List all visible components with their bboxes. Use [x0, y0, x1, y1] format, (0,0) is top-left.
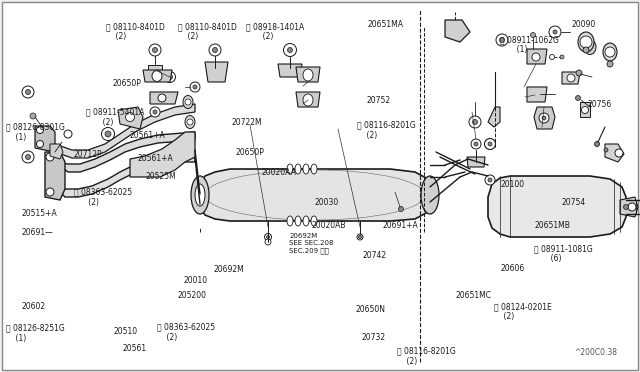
Circle shape	[576, 70, 582, 76]
Text: ^200C0.38: ^200C0.38	[575, 348, 618, 357]
Bar	[148, 65, 162, 77]
Circle shape	[582, 106, 589, 113]
Circle shape	[607, 61, 613, 67]
Text: 205200: 205200	[178, 291, 207, 300]
Text: 20650N: 20650N	[355, 305, 385, 314]
Polygon shape	[130, 132, 195, 177]
Ellipse shape	[152, 71, 162, 81]
Text: 20756: 20756	[588, 100, 612, 109]
Ellipse shape	[183, 96, 193, 109]
Circle shape	[26, 154, 31, 160]
Text: Ⓑ 08116-8201G
    (2): Ⓑ 08116-8201G (2)	[357, 121, 416, 140]
Circle shape	[46, 153, 54, 161]
Text: Ⓑ 08126-8251G
    (1): Ⓑ 08126-8251G (1)	[6, 323, 65, 343]
Circle shape	[36, 126, 44, 134]
Circle shape	[187, 119, 193, 125]
Text: 20692M: 20692M	[213, 265, 244, 274]
Circle shape	[567, 74, 575, 82]
Circle shape	[102, 128, 115, 141]
Text: 20100: 20100	[500, 180, 525, 189]
Circle shape	[488, 178, 492, 182]
Polygon shape	[200, 169, 430, 221]
Circle shape	[36, 141, 44, 148]
Circle shape	[474, 142, 478, 146]
Circle shape	[287, 48, 292, 52]
Text: Ⓝ 08918-1401A
       (2): Ⓝ 08918-1401A (2)	[246, 22, 305, 41]
Text: 20525M: 20525M	[146, 172, 177, 181]
Ellipse shape	[303, 216, 309, 226]
Circle shape	[469, 116, 481, 128]
Polygon shape	[50, 144, 63, 159]
Circle shape	[472, 119, 477, 125]
Circle shape	[158, 94, 166, 102]
Circle shape	[209, 44, 221, 56]
Ellipse shape	[287, 164, 293, 174]
Circle shape	[595, 141, 600, 147]
Polygon shape	[150, 92, 178, 104]
Circle shape	[623, 205, 628, 209]
Text: Ⓝ 08911-1062G
       (1): Ⓝ 08911-1062G (1)	[500, 35, 559, 54]
Ellipse shape	[584, 39, 596, 55]
Circle shape	[265, 239, 271, 245]
Circle shape	[150, 107, 160, 117]
Circle shape	[185, 99, 191, 105]
Text: Ⓑ 08116-8201G
    (2): Ⓑ 08116-8201G (2)	[397, 347, 456, 366]
Text: 20732: 20732	[362, 333, 386, 342]
Polygon shape	[534, 107, 555, 129]
Ellipse shape	[311, 216, 317, 226]
Circle shape	[583, 47, 589, 53]
Circle shape	[266, 235, 269, 238]
Text: 20030: 20030	[315, 198, 339, 207]
Polygon shape	[55, 154, 195, 197]
Circle shape	[531, 32, 536, 38]
Polygon shape	[296, 92, 320, 107]
Ellipse shape	[295, 216, 301, 226]
Circle shape	[284, 44, 296, 57]
Circle shape	[549, 26, 561, 38]
Polygon shape	[445, 20, 470, 42]
Circle shape	[575, 96, 580, 100]
Polygon shape	[45, 152, 65, 200]
Text: 20742: 20742	[363, 251, 387, 260]
Text: Ⓑ 08363-62025
    (2): Ⓑ 08363-62025 (2)	[157, 322, 215, 341]
Text: 20561: 20561	[123, 344, 147, 353]
Text: 20650P: 20650P	[112, 79, 141, 88]
Text: 20712P: 20712P	[74, 150, 102, 159]
Polygon shape	[205, 62, 228, 82]
Circle shape	[471, 139, 481, 149]
Ellipse shape	[303, 94, 313, 106]
Text: 20650P: 20650P	[236, 148, 264, 157]
Circle shape	[193, 85, 197, 89]
Ellipse shape	[185, 115, 195, 128]
Text: 20691+A: 20691+A	[383, 221, 419, 230]
Text: 20510: 20510	[114, 327, 138, 336]
Circle shape	[628, 203, 636, 211]
Circle shape	[358, 235, 362, 238]
Ellipse shape	[191, 176, 209, 214]
Polygon shape	[278, 64, 302, 77]
Ellipse shape	[303, 69, 313, 81]
Circle shape	[553, 30, 557, 34]
Polygon shape	[620, 197, 638, 217]
Circle shape	[485, 175, 495, 185]
Polygon shape	[296, 67, 320, 82]
Circle shape	[22, 151, 34, 163]
Circle shape	[22, 86, 34, 98]
Ellipse shape	[421, 176, 439, 214]
Circle shape	[615, 149, 623, 157]
Polygon shape	[35, 126, 55, 151]
Text: 20020AA: 20020AA	[261, 169, 296, 177]
Ellipse shape	[295, 164, 301, 174]
Text: 20010: 20010	[184, 276, 208, 285]
Polygon shape	[143, 70, 172, 82]
Circle shape	[64, 130, 72, 138]
Circle shape	[152, 48, 157, 52]
Polygon shape	[55, 132, 195, 172]
Circle shape	[26, 90, 31, 94]
Circle shape	[105, 131, 111, 137]
Text: Ⓑ 08110-8401D
    (2): Ⓑ 08110-8401D (2)	[178, 22, 237, 41]
Text: 20561+A: 20561+A	[138, 154, 173, 163]
Circle shape	[153, 110, 157, 114]
Polygon shape	[118, 107, 143, 129]
